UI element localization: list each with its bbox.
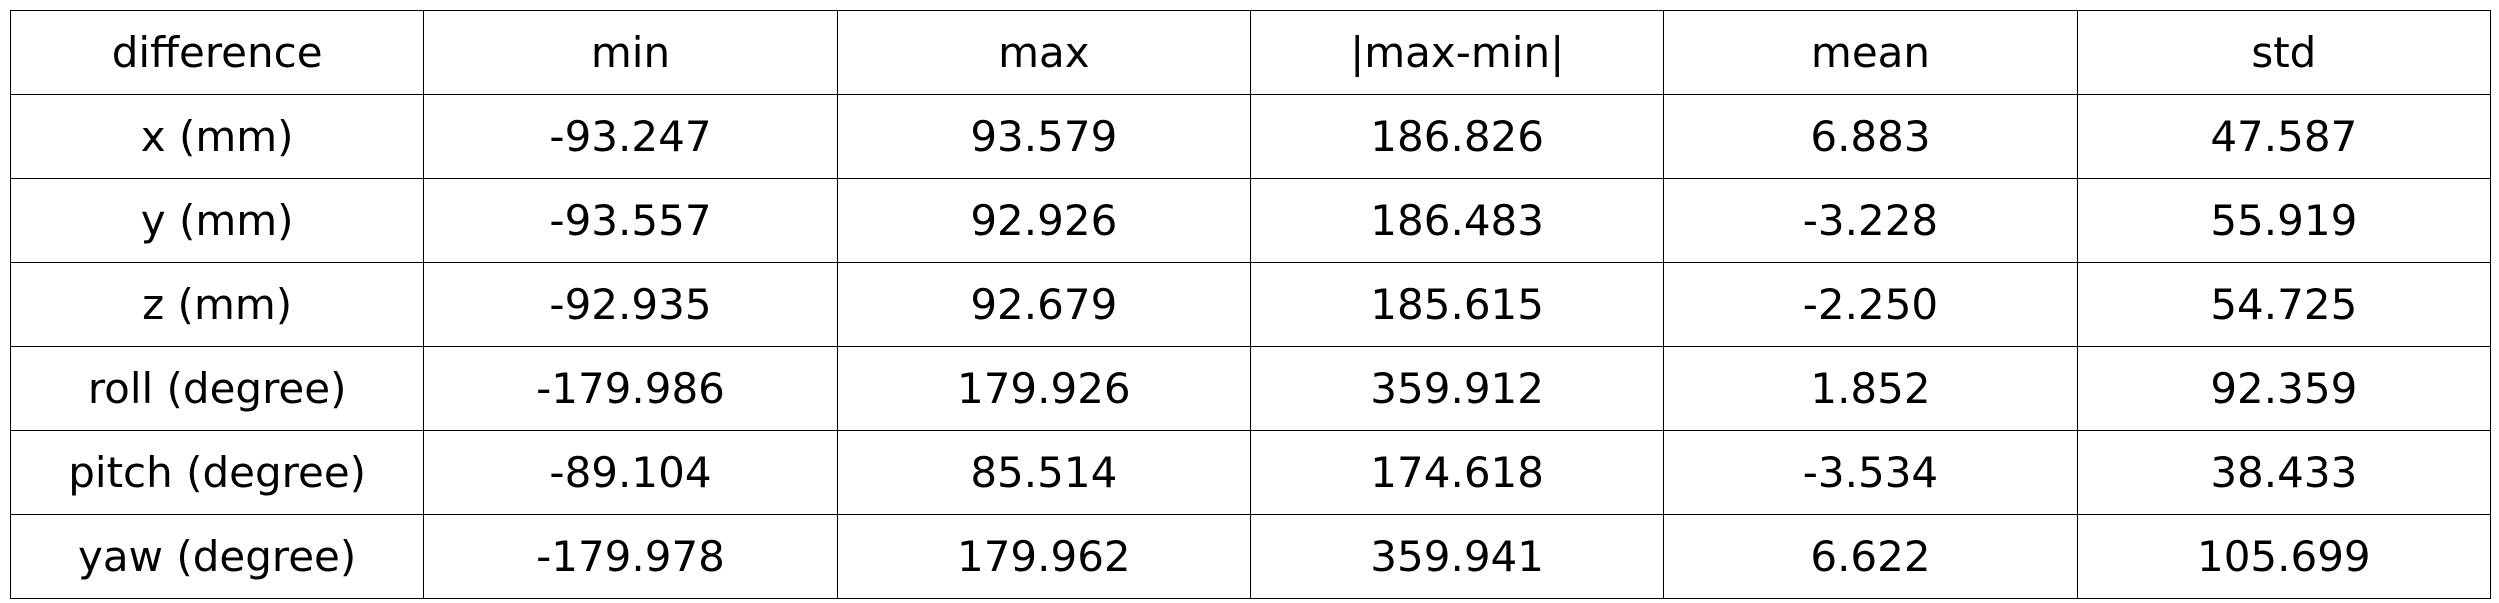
row-label-cell: roll (degree) [9, 346, 425, 431]
value-cell: -179.978 [423, 514, 838, 599]
value-cell: -3.228 [1663, 178, 2078, 263]
value-cell: -93.247 [423, 94, 838, 179]
row-label-cell: x (mm) [9, 94, 425, 179]
header-cell-std: std [2076, 10, 2492, 95]
value-cell: 179.962 [836, 514, 1251, 599]
row-label-cell: y (mm) [9, 178, 425, 263]
value-cell: 185.615 [1249, 262, 1665, 347]
header-cell-max: max [836, 10, 1251, 95]
row-label-cell: pitch (degree) [9, 430, 425, 515]
value-cell: 105.699 [2076, 514, 2492, 599]
value-cell: 47.587 [2076, 94, 2492, 179]
value-cell: 359.941 [1249, 514, 1665, 599]
table-row: roll (degree) -179.986 179.926 359.912 1… [9, 346, 2492, 431]
value-cell: 6.883 [1663, 94, 2078, 179]
value-cell: 92.679 [836, 262, 1251, 347]
value-cell: -89.104 [423, 430, 838, 515]
value-cell: 55.919 [2076, 178, 2492, 263]
table-row: x (mm) -93.247 93.579 186.826 6.883 47.5… [9, 94, 2492, 179]
header-cell-range: |max-min| [1249, 10, 1665, 95]
table-row: pitch (degree) -89.104 85.514 174.618 -3… [9, 430, 2492, 515]
value-cell: -93.557 [423, 178, 838, 263]
statistics-table: difference min max |max-min| mean std x … [9, 10, 2492, 599]
value-cell: 1.852 [1663, 346, 2078, 431]
value-cell: 359.912 [1249, 346, 1665, 431]
value-cell: 174.618 [1249, 430, 1665, 515]
value-cell: 6.622 [1663, 514, 2078, 599]
table-row: y (mm) -93.557 92.926 186.483 -3.228 55.… [9, 178, 2492, 263]
value-cell: 179.926 [836, 346, 1251, 431]
value-cell: 85.514 [836, 430, 1251, 515]
value-cell: 92.359 [2076, 346, 2492, 431]
value-cell: 92.926 [836, 178, 1251, 263]
header-cell-difference: difference [9, 10, 425, 95]
value-cell: -92.935 [423, 262, 838, 347]
value-cell: 186.826 [1249, 94, 1665, 179]
header-cell-mean: mean [1663, 10, 2078, 95]
value-cell: -179.986 [423, 346, 838, 431]
value-cell: 54.725 [2076, 262, 2492, 347]
value-cell: -2.250 [1663, 262, 2078, 347]
row-label-cell: z (mm) [9, 262, 425, 347]
value-cell: -3.534 [1663, 430, 2078, 515]
value-cell: 93.579 [836, 94, 1251, 179]
row-label-cell: yaw (degree) [9, 514, 425, 599]
table-row: z (mm) -92.935 92.679 185.615 -2.250 54.… [9, 262, 2492, 347]
table-row: yaw (degree) -179.978 179.962 359.941 6.… [9, 514, 2492, 599]
header-cell-min: min [423, 10, 838, 95]
value-cell: 38.433 [2076, 430, 2492, 515]
header-row: difference min max |max-min| mean std [9, 10, 2492, 95]
value-cell: 186.483 [1249, 178, 1665, 263]
